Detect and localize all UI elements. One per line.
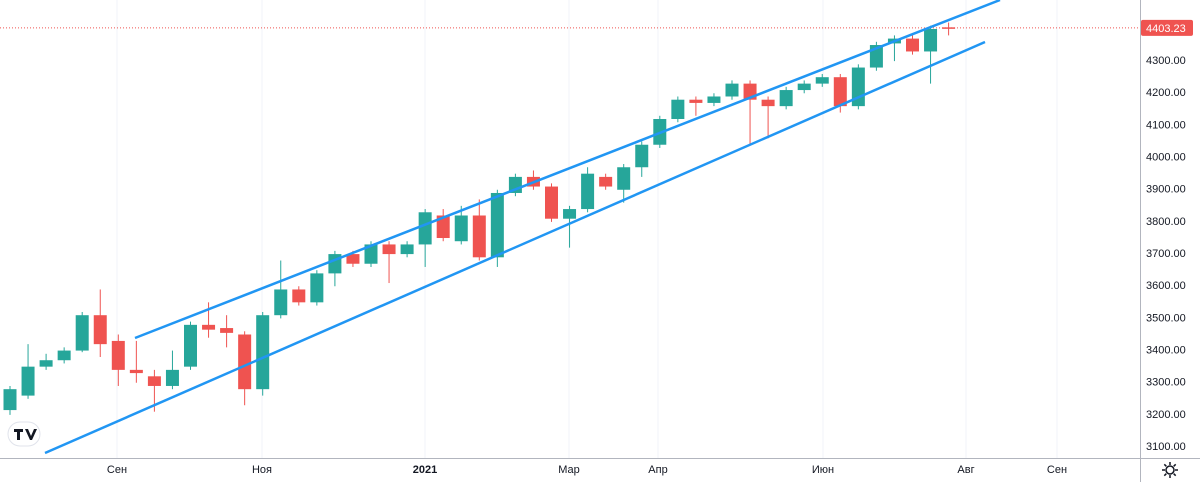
candle-body [93, 315, 107, 345]
candle-body [924, 28, 938, 52]
candle-body [815, 77, 829, 84]
x-tick-label: Мар [558, 464, 580, 476]
candle-body [202, 324, 216, 330]
x-tick-label: Сен [1047, 464, 1067, 476]
channel-upper [134, 0, 1001, 340]
price-tag-label: 4403.23 [1146, 23, 1186, 35]
candle-body [310, 273, 324, 303]
candle-body [833, 77, 847, 107]
settings-button[interactable] [1162, 462, 1178, 478]
channel-lower [44, 40, 986, 455]
grid [116, 0, 1058, 458]
y-tick-label: 4100.00 [1146, 119, 1186, 131]
y-tick-label: 3600.00 [1146, 280, 1186, 292]
candle-body [364, 244, 378, 264]
x-tick-label: Апр [648, 464, 667, 476]
gear [1165, 465, 1175, 475]
candle-body [797, 83, 811, 91]
candle-body [635, 144, 649, 168]
x-tick-label: 2021 [413, 464, 437, 476]
y-tick-label: 3100.00 [1146, 441, 1186, 453]
candle-body [472, 215, 486, 258]
price-tag [1141, 19, 1193, 36]
y-tick-label: 3700.00 [1146, 248, 1186, 260]
x-tick-label: Ноя [252, 464, 272, 476]
logo[interactable] [7, 421, 41, 447]
gear-teeth [1162, 462, 1178, 478]
candle-body [39, 360, 53, 367]
candle-body [292, 289, 306, 303]
candle-body [147, 376, 161, 386]
y-tick-label: 3300.00 [1146, 377, 1186, 389]
candle-body [436, 215, 450, 239]
x-tick-label: Июн [812, 464, 834, 476]
candle-body [111, 340, 125, 370]
x-tick-label: Авг [957, 464, 974, 476]
candle-body [418, 212, 432, 245]
candle-body [761, 99, 775, 107]
logo-bg [7, 421, 41, 447]
candle-body [129, 369, 143, 374]
channel [44, 0, 1001, 455]
y-tick-label: 4200.00 [1146, 87, 1186, 99]
y-tick-label: 3500.00 [1146, 312, 1186, 324]
candle-body [545, 186, 558, 219]
candle-body [184, 324, 197, 367]
candle-body [57, 350, 71, 361]
candle-body [617, 167, 631, 190]
logo-mark [14, 429, 37, 440]
candle-body [400, 244, 414, 255]
candle-body [346, 254, 360, 264]
candle-body [689, 99, 703, 103]
x-tick-label: Сен [107, 464, 127, 476]
candle-body [599, 176, 613, 187]
y-tick-label: 3900.00 [1146, 184, 1186, 196]
y-tick-label: 4300.00 [1146, 55, 1186, 67]
candle-body [906, 38, 919, 52]
candle-body [779, 90, 793, 107]
candle-body [165, 369, 179, 386]
candle-body [21, 366, 35, 396]
candle-body [75, 315, 89, 351]
candle-body [382, 244, 396, 255]
candle-body [454, 215, 468, 242]
candle-body [725, 83, 739, 97]
candle-body [238, 334, 252, 390]
y-tick-label: 3200.00 [1146, 409, 1186, 421]
candle-body [274, 289, 288, 316]
candle-body [671, 99, 685, 120]
candle-body [220, 328, 234, 333]
y-axis: 3100.00 3200.00 3300.00 3400.00 3500.00 3600.… [1146, 0, 1186, 453]
y-tick-label: 3400.00 [1146, 344, 1186, 356]
candles [0, 22, 1140, 415]
y-tick-label: 4000.00 [1146, 152, 1186, 164]
candle-body [581, 173, 595, 210]
x-axis: Сен Ноя 2021 Мар Апр Июн Авг Сен [107, 464, 1067, 476]
y-tick-label: 3800.00 [1146, 216, 1186, 228]
candle-body [563, 209, 577, 219]
y-tick-label: 4500.00 [1146, 0, 1186, 3]
candle-body [490, 192, 504, 258]
candle-body [256, 315, 270, 390]
candle-body [707, 96, 721, 103]
candle-body [3, 389, 17, 411]
